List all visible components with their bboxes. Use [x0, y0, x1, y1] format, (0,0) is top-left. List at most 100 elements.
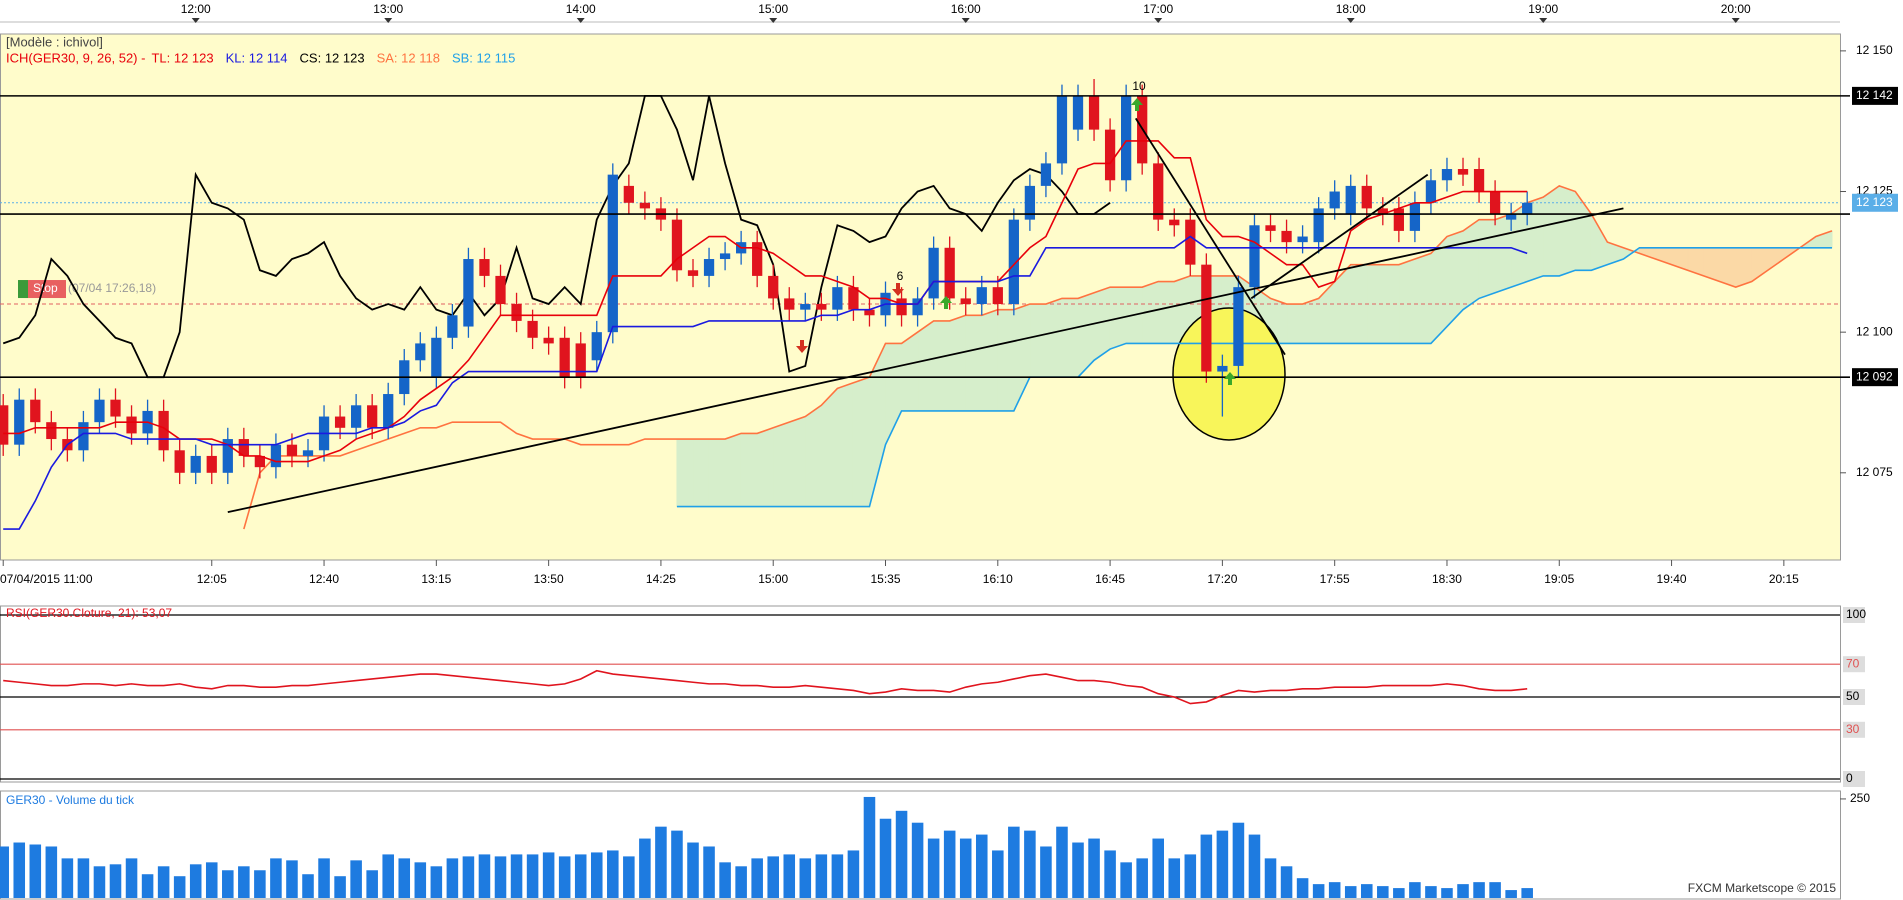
x-tick-label: 13:15 — [421, 572, 451, 586]
rsi-tick-box — [1843, 607, 1865, 623]
candle-body — [126, 416, 137, 434]
candle-body — [543, 337, 554, 344]
volume-bar — [334, 876, 346, 898]
candle-body — [896, 298, 907, 316]
legend-entry: CS: 12 123 — [300, 50, 365, 65]
volume-bar — [542, 852, 555, 898]
candle-body — [1329, 191, 1340, 209]
x-tick-label: 19:05 — [1544, 572, 1574, 586]
senkou-line — [243, 185, 1833, 530]
candle-body — [607, 174, 618, 333]
x-tick-label: 16:10 — [983, 572, 1013, 586]
sell-arrow — [892, 283, 904, 296]
volume-bar — [446, 858, 459, 898]
rsi-panel — [0, 605, 1841, 783]
volume-bar — [302, 874, 314, 898]
candle-body — [1024, 185, 1036, 220]
cloud — [708, 438, 726, 508]
level-box — [1852, 368, 1898, 387]
volume-bar — [173, 876, 186, 898]
volume-bar — [943, 830, 956, 898]
volume-bar — [526, 854, 539, 898]
cloud — [1414, 252, 1432, 344]
cloud — [836, 382, 854, 508]
candle-body — [976, 287, 987, 305]
volume-bar — [1072, 842, 1084, 898]
candle-body — [1297, 236, 1308, 243]
cloud — [772, 421, 790, 508]
volume-bar — [719, 862, 731, 898]
candle-body — [1056, 95, 1068, 164]
cloud — [740, 432, 758, 508]
top-tick — [1731, 18, 1740, 23]
legend-entry: KL: 12 114 — [226, 50, 288, 65]
signals: 10 6 — [796, 79, 1236, 385]
volume-bar — [1264, 858, 1277, 898]
volume-bar — [1521, 888, 1533, 898]
volume-bar — [1168, 858, 1181, 898]
candle-body — [94, 399, 105, 423]
x-tick-label: 15:00 — [758, 572, 788, 586]
candle-body — [463, 259, 474, 327]
top-tick — [769, 18, 778, 23]
volume-bar — [189, 864, 202, 898]
senkou-line — [676, 246, 1832, 508]
volume-bar — [558, 856, 571, 898]
volume-bar — [510, 854, 523, 898]
volume-title: GER30 - Volume du tick — [6, 793, 135, 807]
volume-bar — [655, 826, 667, 898]
volume-bar — [1136, 858, 1148, 898]
volume-bar — [398, 858, 411, 898]
rsi-tick-label: 0 — [1846, 771, 1853, 785]
legend-entry: TL: 12 123 — [151, 50, 213, 65]
x-tick-label: 07/04/2015 11:00 — [0, 572, 93, 586]
candle-body — [190, 455, 201, 473]
top-tick-label: 20:00 — [1721, 2, 1751, 16]
top-tick — [191, 18, 200, 23]
volume-bar — [895, 810, 908, 898]
candle-body — [1121, 95, 1132, 181]
volume-bar — [1184, 854, 1197, 898]
candle-body — [286, 444, 298, 456]
rsi-tick-box — [1843, 771, 1865, 787]
volume-bar — [1280, 866, 1293, 898]
buy-arrow — [940, 296, 952, 309]
candle-body — [671, 219, 683, 271]
candle-body — [1425, 180, 1437, 203]
candle-body — [495, 275, 506, 305]
candle-body — [174, 450, 185, 473]
rsi-tick-box — [1843, 721, 1865, 738]
volume-bar — [61, 858, 74, 898]
top-tick-label: 14:00 — [566, 2, 596, 16]
volume-bar — [1377, 886, 1389, 898]
candle-body — [1040, 163, 1052, 186]
volume-bar — [1056, 826, 1068, 898]
volume-bar — [1457, 884, 1469, 898]
cloud — [1061, 297, 1079, 378]
cloud — [965, 314, 983, 412]
volume-bar — [382, 854, 394, 898]
indicator-line — [3, 140, 1528, 463]
volume-bar — [494, 856, 507, 898]
indicator-label: ICH(GER30, 9, 26, 52) - — [6, 50, 145, 65]
volume-bar — [45, 846, 58, 898]
x-tick-label: 18:30 — [1432, 572, 1462, 586]
level-label: 12 142 — [1856, 88, 1893, 102]
cloud — [692, 438, 710, 508]
volume-bar — [125, 858, 138, 898]
candle-body — [1313, 208, 1324, 243]
candle-body — [270, 444, 282, 468]
volume-bar — [1008, 826, 1020, 898]
candle-body — [1072, 95, 1084, 130]
cloud — [1430, 235, 1448, 345]
candle-body — [383, 394, 394, 428]
rsi-tick-box — [1843, 656, 1865, 673]
volume-bar — [1296, 878, 1309, 898]
volume-bar — [815, 854, 828, 898]
volume-bar — [1344, 886, 1357, 898]
candle-body — [928, 247, 939, 299]
cloud — [804, 404, 822, 508]
price-panel — [0, 33, 1841, 561]
candle-body — [719, 253, 731, 260]
volume-bar — [0, 846, 9, 898]
